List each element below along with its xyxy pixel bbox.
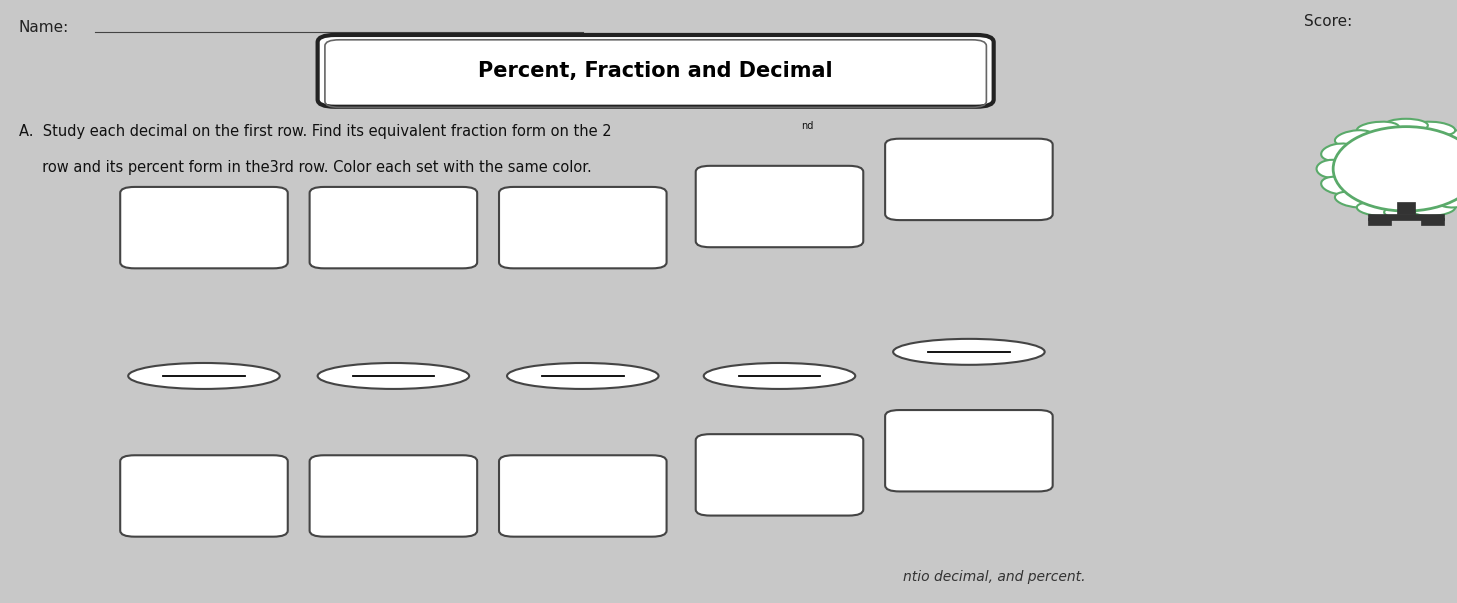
FancyBboxPatch shape bbox=[318, 35, 994, 107]
Text: 50%: 50% bbox=[949, 442, 989, 459]
FancyBboxPatch shape bbox=[498, 455, 666, 537]
Ellipse shape bbox=[1413, 122, 1456, 136]
Ellipse shape bbox=[1438, 192, 1457, 207]
Ellipse shape bbox=[1321, 177, 1355, 194]
Text: 0.5: 0.5 bbox=[379, 219, 408, 236]
Text: Percent, Fraction and Decimal: Percent, Fraction and Decimal bbox=[478, 60, 833, 81]
Text: 0.30: 0.30 bbox=[949, 171, 989, 188]
FancyBboxPatch shape bbox=[121, 455, 287, 537]
Ellipse shape bbox=[1321, 144, 1355, 161]
FancyBboxPatch shape bbox=[309, 187, 478, 268]
Ellipse shape bbox=[1413, 202, 1456, 216]
Text: 0.25: 0.25 bbox=[184, 219, 224, 236]
Text: 3: 3 bbox=[388, 362, 399, 380]
Text: 4: 4 bbox=[963, 349, 975, 367]
Text: Score:: Score: bbox=[1304, 14, 1352, 28]
Ellipse shape bbox=[318, 363, 469, 389]
FancyBboxPatch shape bbox=[121, 187, 287, 268]
FancyBboxPatch shape bbox=[1397, 202, 1415, 214]
Ellipse shape bbox=[1335, 130, 1374, 146]
Text: nd: nd bbox=[801, 121, 813, 131]
Text: 1: 1 bbox=[577, 362, 589, 380]
FancyBboxPatch shape bbox=[886, 410, 1052, 491]
Text: A.  Study each decimal on the first row. Find its equivalent fraction form on th: A. Study each decimal on the first row. … bbox=[19, 124, 612, 139]
Ellipse shape bbox=[128, 363, 280, 389]
Text: 25%: 25% bbox=[562, 487, 603, 505]
Text: 0.20: 0.20 bbox=[759, 198, 800, 215]
Text: 2: 2 bbox=[198, 373, 210, 391]
Text: 10: 10 bbox=[383, 373, 404, 391]
Text: ntio decimal, and percent.: ntio decimal, and percent. bbox=[903, 570, 1085, 584]
Ellipse shape bbox=[704, 363, 855, 389]
FancyBboxPatch shape bbox=[1368, 214, 1444, 220]
Text: 1: 1 bbox=[774, 362, 785, 380]
Text: 0.75: 0.75 bbox=[562, 219, 603, 236]
Text: 4: 4 bbox=[577, 373, 589, 391]
FancyBboxPatch shape bbox=[696, 166, 863, 247]
FancyBboxPatch shape bbox=[696, 434, 863, 516]
Text: 5: 5 bbox=[774, 373, 785, 391]
FancyBboxPatch shape bbox=[1368, 218, 1391, 225]
Ellipse shape bbox=[1384, 119, 1428, 132]
Ellipse shape bbox=[1317, 160, 1349, 178]
Ellipse shape bbox=[1333, 127, 1457, 211]
Ellipse shape bbox=[1438, 130, 1457, 146]
Ellipse shape bbox=[893, 339, 1045, 365]
FancyBboxPatch shape bbox=[886, 139, 1052, 220]
Ellipse shape bbox=[1356, 202, 1399, 216]
Text: row and its percent form in the3rd row. Color each set with the same color.: row and its percent form in the3rd row. … bbox=[19, 160, 592, 175]
Text: 30%: 30% bbox=[184, 487, 224, 505]
Text: 75%: 75% bbox=[759, 466, 800, 484]
Text: 20%: 20% bbox=[373, 487, 414, 505]
Ellipse shape bbox=[507, 363, 659, 389]
FancyBboxPatch shape bbox=[498, 187, 666, 268]
Text: 1: 1 bbox=[198, 362, 210, 380]
Text: Name:: Name: bbox=[19, 20, 68, 34]
FancyBboxPatch shape bbox=[1421, 218, 1444, 225]
Text: 3: 3 bbox=[963, 338, 975, 356]
Ellipse shape bbox=[1356, 122, 1399, 136]
FancyBboxPatch shape bbox=[309, 455, 478, 537]
Ellipse shape bbox=[1335, 192, 1374, 207]
Ellipse shape bbox=[1384, 206, 1428, 219]
